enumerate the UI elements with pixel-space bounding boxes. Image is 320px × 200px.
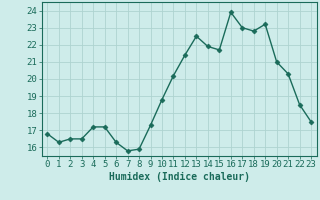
X-axis label: Humidex (Indice chaleur): Humidex (Indice chaleur) bbox=[109, 172, 250, 182]
